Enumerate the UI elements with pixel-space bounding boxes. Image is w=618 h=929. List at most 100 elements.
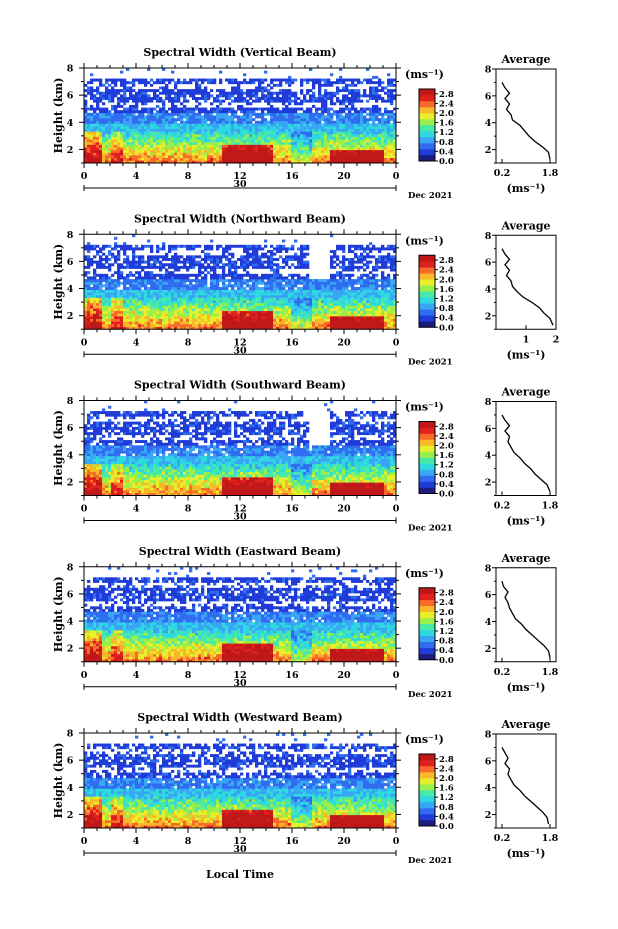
heatmap-cell — [159, 128, 163, 132]
heatmap-cell — [390, 289, 394, 293]
heatmap-cell — [240, 157, 244, 161]
heatmap-cell — [90, 115, 94, 119]
heatmap-cell — [246, 120, 250, 124]
heatmap-cell — [330, 120, 334, 124]
heatmap-cell — [165, 318, 169, 322]
heatmap-cell — [165, 323, 169, 327]
heatmap-cell — [126, 313, 130, 317]
heatmap-cell — [294, 294, 298, 298]
heatmap-cell — [153, 305, 157, 309]
heatmap-cell — [255, 305, 259, 309]
heatmap-cell — [336, 287, 340, 290]
heatmap-cell — [204, 316, 208, 319]
heatmap-cell — [252, 147, 256, 151]
heatmap-cell — [231, 287, 235, 290]
heatmap-cell — [261, 131, 265, 135]
heatmap-cell — [162, 78, 166, 82]
heatmap-cell — [174, 313, 178, 317]
heatmap-cell — [186, 305, 190, 309]
heatmap-cell — [348, 133, 352, 137]
heatmap-cell — [309, 310, 313, 314]
heatmap-cell — [111, 292, 115, 296]
heatmap-cell — [384, 302, 388, 306]
heatmap-cell — [249, 321, 253, 325]
heatmap-cell — [174, 302, 178, 306]
heatmap-cell — [153, 300, 157, 304]
heatmap-cell — [366, 281, 370, 285]
heatmap-cell — [162, 308, 166, 312]
heatmap-cell — [186, 292, 190, 296]
heatmap-cell — [171, 78, 175, 82]
heatmap-cell — [276, 115, 280, 119]
heatmap-cell — [306, 313, 310, 317]
heatmap-cell — [105, 284, 109, 288]
heatmap-cell — [129, 94, 133, 98]
heatmap-cell — [228, 136, 232, 140]
heatmap-cell — [201, 152, 205, 156]
heatmap-cell — [291, 284, 295, 288]
heatmap-cell — [117, 294, 121, 298]
heatmap-cell — [375, 310, 379, 314]
heatmap-cell — [255, 279, 259, 283]
heatmap-cell — [336, 110, 340, 114]
heatmap-cell — [234, 149, 238, 153]
heatmap-cell — [120, 136, 124, 140]
heatmap-cell — [267, 313, 271, 317]
heatmap-cell — [252, 128, 256, 132]
heatmap-cell — [249, 287, 253, 290]
heatmap-cell — [231, 89, 235, 93]
heatmap-cell — [297, 281, 301, 285]
heatmap-cell — [138, 126, 142, 129]
heatmap-cell — [339, 128, 343, 132]
heatmap-cell — [162, 321, 166, 325]
heatmap-cell — [240, 292, 244, 296]
heatmap-cell — [381, 292, 385, 296]
heatmap-cell — [99, 120, 103, 124]
heatmap-cell — [273, 128, 277, 132]
heatmap-cell — [336, 86, 340, 90]
heatmap-cell — [156, 273, 160, 277]
heatmap-cell — [138, 313, 142, 317]
heatmap-cell — [159, 78, 163, 82]
heatmap-cell — [246, 81, 250, 85]
heatmap-cell — [123, 152, 127, 156]
heatmap-cell — [315, 310, 319, 314]
heatmap-cell — [108, 115, 112, 119]
heatmap-cell — [168, 128, 172, 132]
heatmap-cell — [117, 139, 121, 143]
heatmap-cell — [87, 139, 91, 143]
heatmap-cell — [267, 147, 271, 151]
heatmap-cell — [93, 308, 97, 312]
heatmap-cell — [171, 91, 175, 95]
heatmap-cell — [363, 318, 367, 322]
heatmap-cell — [132, 157, 136, 161]
heatmap-cell — [252, 78, 256, 82]
heatmap-cell — [378, 89, 382, 93]
heatmap-cell — [180, 94, 184, 98]
heatmap-cell — [366, 302, 370, 306]
heatmap-cell — [216, 94, 220, 98]
heatmap-cell — [147, 308, 151, 312]
heatmap-cell — [204, 326, 208, 330]
heatmap-cell — [345, 139, 349, 143]
heatmap-cell — [312, 141, 316, 145]
heatmap-cell — [198, 155, 202, 159]
heatmap-cell — [129, 126, 133, 129]
heatmap-cell — [327, 83, 331, 87]
heatmap-cell — [297, 287, 301, 290]
heatmap-cell — [360, 139, 364, 143]
heatmap-cell — [336, 131, 340, 135]
heatmap-cell — [237, 144, 241, 148]
heatmap-cell — [342, 321, 346, 325]
heatmap-cell — [162, 292, 166, 296]
heatmap-cell — [240, 300, 244, 304]
heatmap-cell — [315, 81, 319, 85]
heatmap-cell — [198, 144, 202, 148]
heatmap-cell — [177, 147, 181, 151]
heatmap-cell — [156, 149, 160, 153]
heatmap-cell — [336, 297, 340, 301]
heatmap-cell — [135, 326, 139, 330]
heatmap-cell — [192, 123, 196, 127]
heatmap-cell — [216, 97, 220, 100]
heatmap-cell — [117, 292, 121, 296]
